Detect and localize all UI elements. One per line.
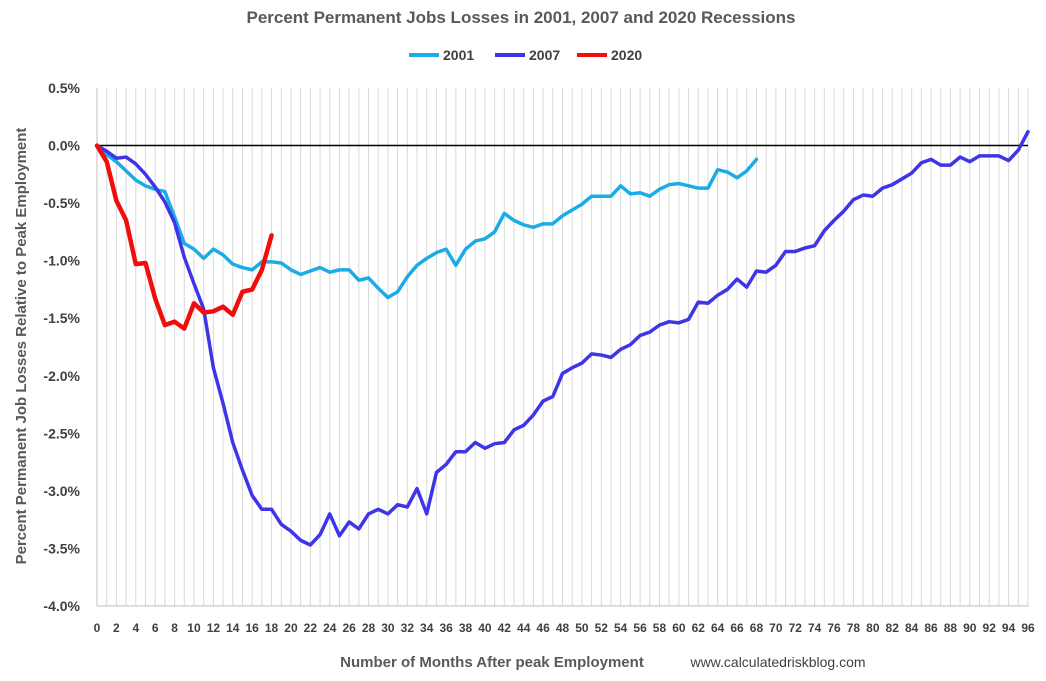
x-tick-label: 42 [498, 621, 512, 635]
x-tick-label: 62 [692, 621, 706, 635]
source-label: www.calculatedriskblog.com [689, 654, 865, 670]
x-tick-label: 6 [152, 621, 159, 635]
x-tick-label: 74 [808, 621, 822, 635]
gridlines [106, 88, 1029, 606]
legend-label-2020: 2020 [611, 47, 642, 63]
x-tick-label: 28 [362, 621, 376, 635]
x-tick-label: 56 [633, 621, 647, 635]
x-tick-label: 86 [924, 621, 938, 635]
x-tick-label: 68 [750, 621, 764, 635]
x-tick-label: 32 [401, 621, 415, 635]
x-tick-label: 48 [556, 621, 570, 635]
x-tick-label: 70 [769, 621, 783, 635]
series-line-2001 [95, 143, 759, 300]
y-tick-label: -0.5% [43, 195, 80, 211]
y-tick-label: -2.5% [43, 425, 80, 441]
x-tick-label: 96 [1021, 621, 1035, 635]
x-tick-label: 26 [342, 621, 356, 635]
x-tick-label: 40 [478, 621, 492, 635]
x-tick-label: 72 [789, 621, 803, 635]
x-tick-label: 30 [381, 621, 395, 635]
x-tick-label: 90 [963, 621, 977, 635]
x-tick-label: 38 [459, 621, 473, 635]
y-tick-label: -3.5% [43, 540, 80, 556]
y-tick-label: -3.0% [43, 483, 80, 499]
x-tick-label: 92 [983, 621, 997, 635]
y-tick-label: -2.0% [43, 368, 80, 384]
x-axis-ticks: 0 2 4 6 8 10 12 14 16 18 20 22 24 26 28 30 32 34 36 38 40 42 4… [94, 621, 1035, 635]
series-lines [94, 129, 1030, 547]
y-tick-label: -1.0% [43, 253, 80, 269]
x-tick-label: 82 [886, 621, 900, 635]
x-tick-label: 52 [595, 621, 609, 635]
chart-title: Percent Permanent Jobs Losses in 2001, 2… [246, 8, 795, 27]
y-axis-title: Percent Permanent Job Losses Relative to… [13, 128, 30, 565]
x-tick-label: 22 [304, 621, 318, 635]
y-tick-label: -1.5% [43, 310, 80, 326]
x-tick-label: 94 [1002, 621, 1016, 635]
x-tick-label: 36 [439, 621, 453, 635]
x-tick-label: 12 [207, 621, 221, 635]
x-tick-label: 80 [866, 621, 880, 635]
x-tick-label: 8 [171, 621, 178, 635]
x-tick-label: 20 [284, 621, 298, 635]
x-tick-label: 18 [265, 621, 279, 635]
x-tick-label: 78 [847, 621, 861, 635]
x-tick-label: 76 [827, 621, 841, 635]
x-tick-label: 14 [226, 621, 240, 635]
x-tick-label: 0 [94, 621, 101, 635]
y-tick-label: -4.0% [43, 598, 80, 614]
x-axis-title: Number of Months After peak Employment [340, 654, 644, 671]
x-tick-label: 2 [113, 621, 120, 635]
x-tick-label: 60 [672, 621, 686, 635]
legend-label-2007: 2007 [529, 47, 560, 63]
x-tick-label: 24 [323, 621, 337, 635]
x-tick-label: 84 [905, 621, 919, 635]
y-tick-label: 0.5% [48, 80, 80, 96]
y-axis-ticks: 0.5% 0.0% -0.5% -1.0% -1.5% -2.0% -2.5% -3.0% -3… [43, 80, 80, 614]
x-tick-label: 4 [132, 621, 139, 635]
x-tick-label: 58 [653, 621, 667, 635]
y-tick-label: 0.0% [48, 138, 80, 154]
x-tick-label: 50 [575, 621, 589, 635]
legend: 2001 2007 2020 [409, 47, 642, 63]
x-tick-label: 46 [536, 621, 550, 635]
x-tick-label: 66 [730, 621, 744, 635]
series-line-2020 [94, 143, 274, 331]
legend-label-2001: 2001 [443, 47, 474, 63]
x-tick-label: 64 [711, 621, 725, 635]
x-tick-label: 16 [245, 621, 259, 635]
series-line-2007 [95, 129, 1030, 547]
x-tick-label: 44 [517, 621, 531, 635]
x-tick-label: 34 [420, 621, 434, 635]
x-tick-label: 10 [187, 621, 201, 635]
x-tick-label: 88 [944, 621, 958, 635]
x-tick-label: 54 [614, 621, 628, 635]
axes [96, 88, 1028, 607]
